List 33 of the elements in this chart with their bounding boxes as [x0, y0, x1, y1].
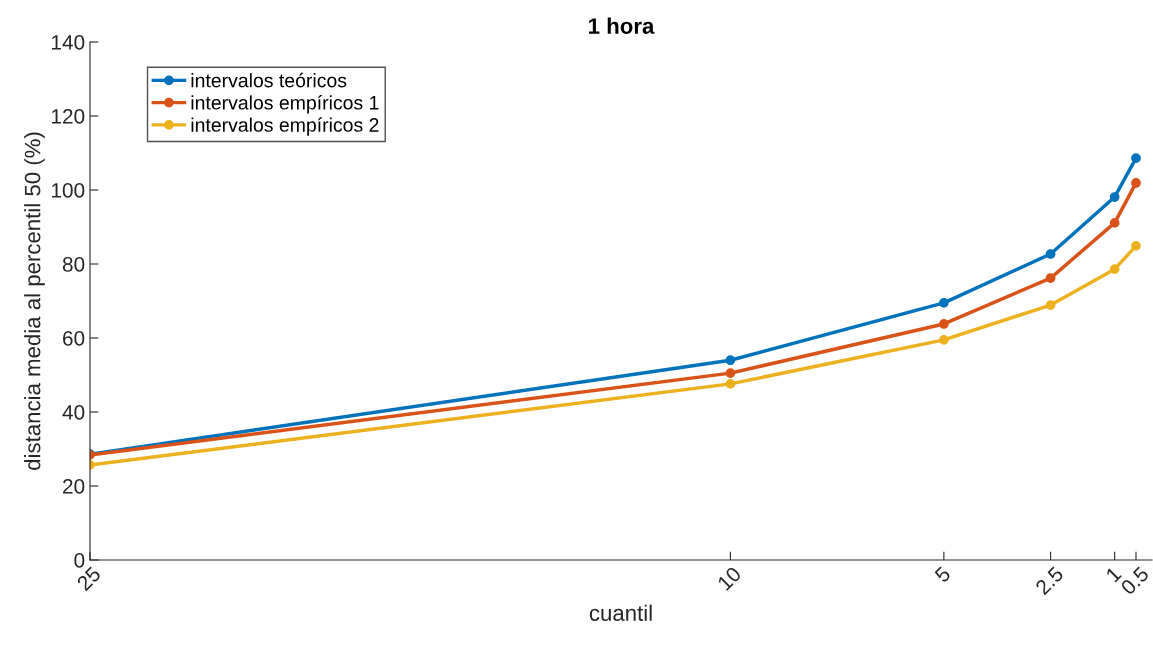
- y-tick-label: 60: [63, 331, 85, 346]
- point: [1045, 300, 1056, 310]
- point: [725, 355, 736, 366]
- point: [1131, 178, 1141, 188]
- x-tick-label: 1: [1105, 566, 1122, 583]
- x-tick-label: 5: [934, 566, 952, 584]
- y-tick-label: 40: [62, 405, 85, 420]
- point: [1109, 192, 1120, 202]
- point: [939, 297, 949, 308]
- x-axis-title: cuantil: [589, 604, 652, 621]
- point: [1131, 241, 1141, 251]
- point: [1131, 153, 1141, 164]
- point: [1045, 249, 1056, 259]
- y-tick-label: 140: [51, 35, 85, 50]
- point: [939, 334, 949, 345]
- point: [1045, 273, 1056, 283]
- x-tick-label: 10: [716, 565, 742, 591]
- y-tick-label: 80: [62, 257, 85, 272]
- y-tick-label: 120: [51, 109, 85, 124]
- point: [1109, 218, 1120, 228]
- point: [725, 379, 736, 389]
- legend-label: intervalos teóricos: [191, 72, 347, 88]
- y-tick-label: 0: [74, 553, 85, 568]
- x-tick-label: 2.5: [1034, 565, 1065, 596]
- chart-title: 1 hora: [589, 17, 655, 34]
- point: [1109, 264, 1120, 275]
- point: [939, 319, 949, 329]
- legend-label: intervalos empíricos 2: [191, 117, 379, 136]
- y-tick-label: 20: [63, 479, 85, 494]
- point: [725, 368, 736, 379]
- y-tick-label: 100: [51, 183, 85, 198]
- legend-label: intervalos empíricos 1: [191, 95, 379, 114]
- y-axis-title: distancia media al percentil 50 (%): [24, 132, 45, 470]
